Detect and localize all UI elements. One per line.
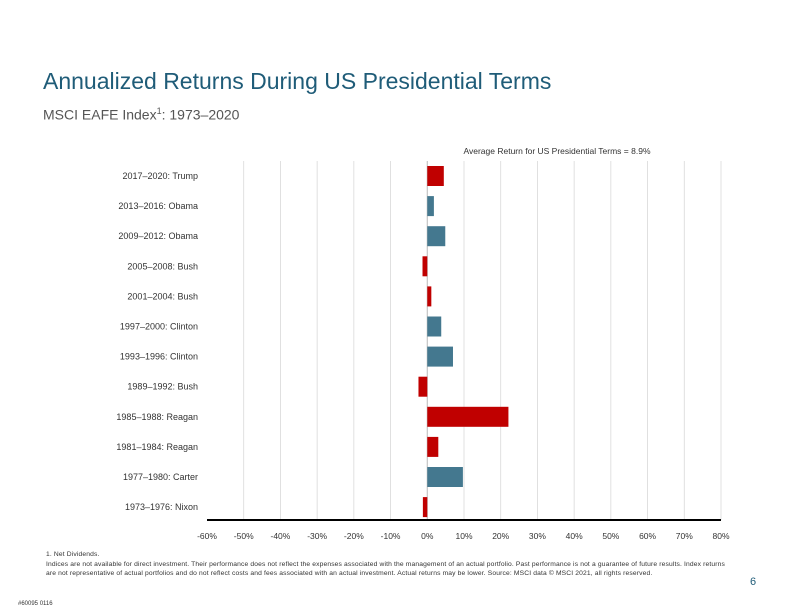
- document-code: #60095 0116: [18, 601, 53, 607]
- x-tick-label: -60%: [197, 531, 217, 541]
- bar: [422, 497, 428, 518]
- category-label: 2001–2004: Bush: [127, 291, 198, 301]
- footnote-body: Indices are not available for direct inv…: [46, 560, 725, 578]
- x-tick-label: 20%: [492, 531, 509, 541]
- bar: [427, 436, 439, 457]
- page-title: Annualized Returns During US Presidentia…: [43, 68, 552, 94]
- category-label: 1985–1988: Reagan: [116, 412, 198, 422]
- category-label: 2013–2016: Obama: [118, 201, 198, 211]
- category-label: 1997–2000: Clinton: [120, 322, 198, 332]
- footnote-line-1: 1. Net Dividends.: [46, 551, 100, 558]
- category-label: 1973–1976: Nixon: [125, 502, 198, 512]
- bar: [422, 256, 428, 277]
- bar: [427, 166, 444, 186]
- x-tick-label: -20%: [344, 531, 364, 541]
- x-tick-label: 0%: [421, 531, 434, 541]
- category-label: 2005–2008: Bush: [127, 261, 198, 271]
- x-tick-label: 80%: [712, 531, 729, 541]
- page-subtitle: MSCI EAFE Index1: 1973–2020: [43, 106, 239, 123]
- bar: [427, 286, 432, 307]
- bar: [427, 226, 446, 247]
- category-label: 2009–2012: Obama: [118, 231, 198, 241]
- x-tick-label: -40%: [271, 531, 291, 541]
- footnote: 1. Net Dividends. Indices are not availa…: [46, 550, 736, 579]
- page-number: 6: [750, 576, 757, 588]
- bar: [427, 467, 463, 487]
- x-tick-label: 40%: [566, 531, 583, 541]
- x-tick-label: 50%: [602, 531, 619, 541]
- bar: [427, 346, 453, 367]
- x-tick-label: -50%: [234, 531, 254, 541]
- x-tick-label: -10%: [381, 531, 401, 541]
- category-label: 1981–1984: Reagan: [116, 442, 198, 452]
- average-return-annotation: Average Return for US Presidential Terms…: [463, 146, 650, 156]
- x-tick-label: -30%: [307, 531, 327, 541]
- category-label: 1977–1980: Carter: [123, 472, 198, 482]
- category-label: 1989–1992: Bush: [127, 382, 198, 392]
- x-tick-label: 70%: [676, 531, 693, 541]
- category-label: 2017–2020: Trump: [122, 171, 198, 181]
- subtitle-range: : 1973–2020: [161, 106, 240, 123]
- x-tick-label: 30%: [529, 531, 546, 541]
- x-tick-label: 60%: [639, 531, 656, 541]
- x-tick-label: 10%: [455, 531, 472, 541]
- category-label: 1993–1996: Clinton: [120, 352, 198, 362]
- subtitle-index: MSCI EAFE Index: [43, 106, 157, 123]
- subtitle-footnote-ref: 1: [156, 106, 162, 116]
- bar: [427, 406, 509, 427]
- bar: [427, 196, 434, 217]
- bar: [427, 316, 442, 337]
- bar: [418, 376, 428, 397]
